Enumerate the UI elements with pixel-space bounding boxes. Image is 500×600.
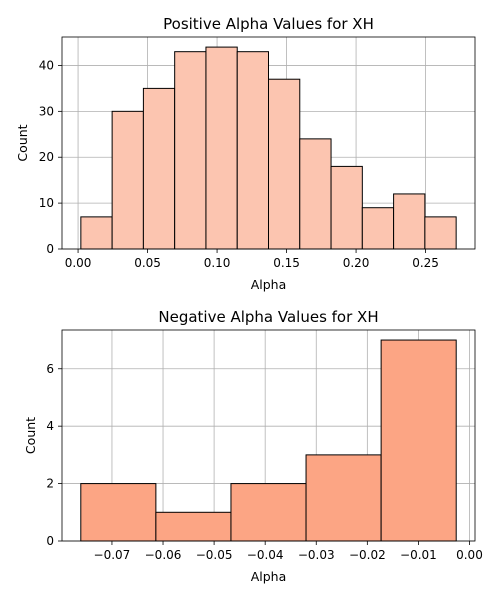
positive-x-axis-label: Alpha xyxy=(251,277,287,292)
negative-y-tick-label: 6 xyxy=(46,362,54,376)
negative-axes-frame xyxy=(61,329,476,542)
positive-y-tick-label: 40 xyxy=(39,58,54,72)
positive-axes-frame xyxy=(61,36,476,250)
positive-histogram-bar xyxy=(111,110,144,250)
positive-y-tick-label: 0 xyxy=(46,242,54,256)
positive-x-tick-label: 0.20 xyxy=(343,256,370,270)
negative-x-tick-label: −0.03 xyxy=(298,548,335,562)
positive-y-tick-label: 10 xyxy=(39,196,54,210)
negative-histogram-bar xyxy=(80,483,157,542)
positive-histogram-bar xyxy=(393,193,426,250)
positive-x-tick-label: 0.05 xyxy=(134,256,161,270)
positive-chart-title: Positive Alpha Values for XH xyxy=(163,15,374,33)
negative-x-tick-label: 0.00 xyxy=(456,548,483,562)
negative-histogram-bar xyxy=(305,454,382,542)
negative-histogram-bar xyxy=(155,511,232,542)
negative-x-tick-label: −0.06 xyxy=(145,548,182,562)
negative-alpha-histogram: −0.07 −0.06 −0.05 −0.04 −0.03 −0.02 −0.01 0.00 0… xyxy=(23,308,483,584)
positive-histogram-bar xyxy=(80,216,113,250)
positive-y-tick-label: 20 xyxy=(39,150,54,164)
positive-y-axis-label: Count xyxy=(15,124,30,161)
positive-histogram-bar xyxy=(361,207,395,250)
positive-alpha-histogram: 0.00 0.05 0.10 0.15 0.20 0.25 0 10 20 30 40 Positiv… xyxy=(15,15,476,292)
negative-x-tick-label: −0.05 xyxy=(196,548,233,562)
positive-y-tick-label: 30 xyxy=(39,104,54,118)
negative-x-axis-label: Alpha xyxy=(251,569,287,584)
positive-histogram-bar xyxy=(205,46,238,250)
positive-histogram-bar xyxy=(299,138,332,250)
positive-x-tick-label: 0.15 xyxy=(273,256,300,270)
negative-chart-title: Negative Alpha Values for XH xyxy=(158,308,378,326)
positive-x-tick-label: 0.10 xyxy=(204,256,231,270)
negative-histogram-bar xyxy=(380,339,457,542)
positive-histogram-bar xyxy=(268,78,301,250)
negative-x-tick-label: −0.07 xyxy=(94,548,131,562)
negative-y-tick-label: 0 xyxy=(46,534,54,548)
positive-x-tick-label: 0.25 xyxy=(412,256,439,270)
negative-y-axis-label: Count xyxy=(23,417,38,454)
negative-x-tick-label: −0.02 xyxy=(349,548,386,562)
negative-y-tick-label: 4 xyxy=(46,419,54,433)
negative-x-tick-label: −0.01 xyxy=(400,548,437,562)
negative-histogram-bar xyxy=(230,483,307,542)
positive-histogram-bar xyxy=(174,51,207,250)
positive-histogram-bar xyxy=(424,216,457,250)
positive-histogram-bar xyxy=(330,165,363,250)
negative-y-tick-label: 2 xyxy=(46,477,54,491)
positive-histogram-bar xyxy=(142,87,176,250)
positive-x-tick-label: 0.00 xyxy=(65,256,92,270)
negative-x-tick-label: −0.04 xyxy=(247,548,284,562)
positive-histogram-bar xyxy=(236,51,270,250)
